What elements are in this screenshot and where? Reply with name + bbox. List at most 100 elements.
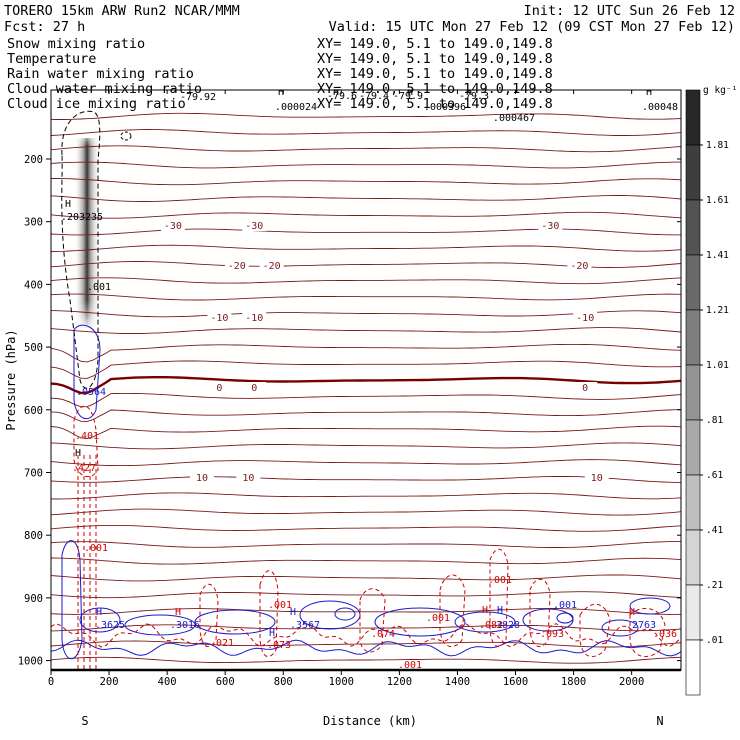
temperature-label-bg <box>584 472 609 483</box>
cloud-water-contour-column <box>61 540 83 660</box>
temperature-label: -20 <box>228 261 246 272</box>
x-tick-label: 1600 <box>503 676 528 688</box>
x-end-label-north: N <box>656 714 663 728</box>
contour-annotation: .073 <box>267 640 291 651</box>
temperature-label: -30 <box>541 221 559 232</box>
temperature-contour <box>51 327 681 334</box>
legend-label: Cloud water mixing ratio <box>7 81 202 97</box>
temperature-contour <box>51 409 681 423</box>
y-tick-label: 800 <box>24 530 43 542</box>
temperature-contour <box>51 112 681 120</box>
contour-annotation: .001 <box>426 613 450 624</box>
temperature-contour <box>51 425 681 440</box>
legend-xy: XY= 149.0, 5.1 to 149.0,149.8 <box>317 66 553 82</box>
temperature-contour <box>51 211 681 219</box>
high-marker: H <box>65 199 71 210</box>
cloud-water-contour-upper <box>73 324 101 420</box>
contour-annotation: .3016 <box>170 620 200 631</box>
temperature-contour <box>51 195 681 202</box>
colorbar-unit: g kg⁻¹ <box>703 85 737 96</box>
colorbar-level-label: .41 <box>706 525 723 536</box>
x-tick-label: 0 <box>48 676 54 688</box>
cloud-ice-contour <box>61 110 101 389</box>
x-axis-label: Distance (km) <box>323 714 417 728</box>
cloud-water-contour <box>334 607 356 621</box>
temperature-label-bg <box>242 312 267 323</box>
y-tick-label: 900 <box>24 593 43 605</box>
colorbar-segment <box>685 89 701 146</box>
cloud-water-contour <box>194 609 276 635</box>
colorbar-segment <box>685 584 701 641</box>
temperature-contour <box>51 228 681 236</box>
colorbar-level-label: 1.01 <box>706 360 729 371</box>
legend-xy: XY= 149.0, 5.1 to 149.0,149.8 <box>317 96 553 112</box>
temperature-label: 10 <box>591 473 603 484</box>
cloud-ice-contours <box>61 110 132 389</box>
temperature-contour <box>51 360 681 379</box>
y-tick-label: 200 <box>24 154 43 166</box>
rain-water-contour <box>359 588 386 653</box>
rain-water-contour-band <box>51 622 681 648</box>
contour-annotation: .0564 <box>76 387 106 398</box>
temperature-label: -30 <box>164 221 182 232</box>
cloud-water-contours <box>51 324 681 660</box>
legend-label: Cloud ice mixing ratio <box>7 96 186 112</box>
temperature-contour <box>51 178 681 186</box>
legend-xy: XY= 149.0, 5.1 to 149.0,149.8 <box>317 81 553 97</box>
high-marker: H <box>482 605 488 616</box>
contour-annotation: .093 <box>540 629 564 640</box>
colorbar-segment <box>685 199 701 256</box>
colorbar-segment <box>685 419 701 476</box>
temperature-contour <box>51 442 681 450</box>
x-tick-label: 1000 <box>329 676 354 688</box>
contour-annotation: .203235 <box>61 212 103 223</box>
temperature-label: -10 <box>576 313 594 324</box>
temperature-contour <box>51 161 681 169</box>
colorbar-level-label: 1.21 <box>706 305 729 316</box>
rain-water-contour <box>259 570 279 658</box>
snow-plume <box>74 138 100 328</box>
x-tick-label: 1200 <box>387 676 412 688</box>
contour-annotation: .3567 <box>290 620 320 631</box>
temperature-label: 10 <box>242 473 254 484</box>
contour-annotation: .074 <box>371 629 395 640</box>
temperature-contour <box>51 557 681 565</box>
x-tick-label: 400 <box>158 676 177 688</box>
y-tick-label: 300 <box>24 217 43 229</box>
temperature-contour <box>51 475 681 483</box>
temperature-contour <box>51 293 681 301</box>
colorbar-segment <box>685 309 701 366</box>
legend-label: Rain water mixing ratio <box>7 66 194 82</box>
y-tick-label: 700 <box>24 467 43 479</box>
contour-annotation: .082 <box>479 620 503 631</box>
contour-annotation: .001 <box>488 575 512 586</box>
legend-xy: XY= 149.0, 5.1 to 149.0,149.8 <box>317 51 553 67</box>
temperature-contour <box>51 492 681 500</box>
legend-label: Snow mixing ratio <box>7 36 145 52</box>
contour-annotation: .3625 <box>95 620 125 631</box>
rain-water-contour <box>579 603 611 658</box>
header-forecast: Fcst: 27 h <box>4 19 85 35</box>
x-tick-label: 800 <box>274 676 293 688</box>
colorbar-level-label: .21 <box>706 580 723 591</box>
high-marker: H <box>333 87 339 98</box>
contour-annotation: .001 <box>268 600 292 611</box>
high-marker: H <box>278 87 284 98</box>
high-marker: H <box>466 87 472 98</box>
contour-annotation: .021 <box>210 638 234 649</box>
rain-water-contour <box>73 405 99 478</box>
cloud-ice-contour-small <box>120 131 132 141</box>
temperature-contour-zero <box>51 376 681 395</box>
colorbar: 1.81 1.61 1.41 1.21 1.01 .81 .61 .41 .21 .01 <box>685 89 729 696</box>
legend-xy: XY= 149.0, 5.1 to 149.0,149.8 <box>317 36 553 52</box>
colorbar-level-label: .61 <box>706 470 723 481</box>
cloud-water-contour <box>299 600 361 630</box>
rain-water-contour <box>199 583 219 648</box>
contour-annotation: .001 <box>553 600 577 611</box>
temperature-label-bg <box>573 382 598 393</box>
temperature-contour <box>51 277 681 285</box>
cloud-water-contour <box>629 597 671 615</box>
contour-annotation: .3828 <box>490 620 520 631</box>
high-marker: H <box>290 607 296 618</box>
